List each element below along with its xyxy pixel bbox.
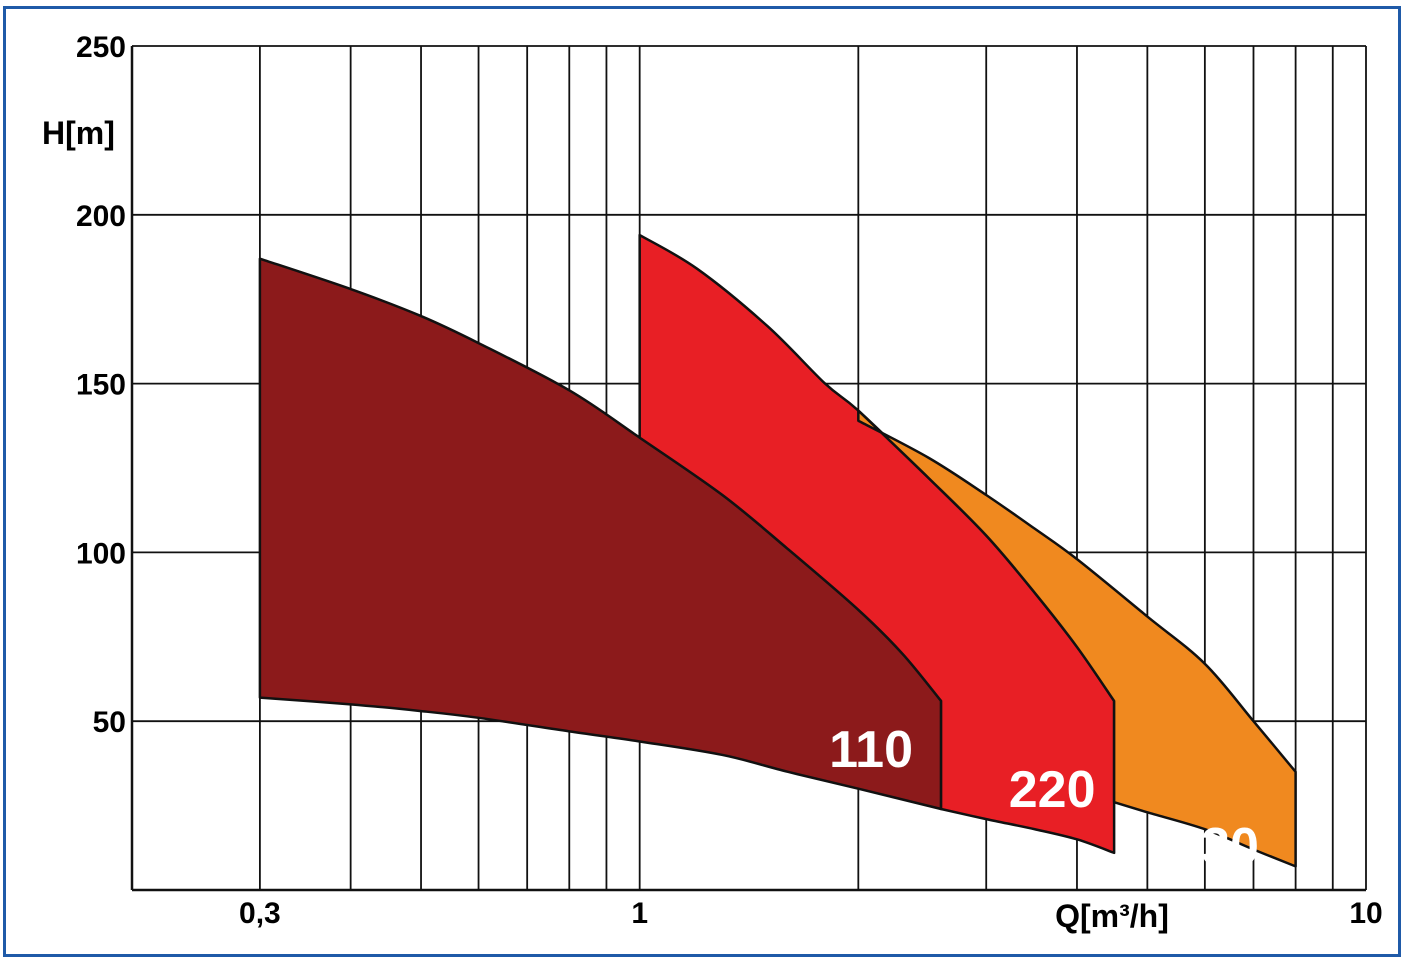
- x-tick-label: 10: [1349, 897, 1382, 930]
- y-tick-label: 200: [76, 200, 126, 233]
- x-tick-label: 1: [631, 897, 648, 930]
- region-330: [857, 409, 1297, 868]
- y-axis-label: H[m]: [42, 115, 115, 151]
- y-tick-label: 100: [76, 537, 126, 570]
- region-label-220: 220: [1009, 761, 1096, 819]
- performance-regions: 110 220 330: [258, 233, 1297, 876]
- y-tick-label: 50: [93, 706, 126, 739]
- y-tick-label: 250: [76, 31, 126, 64]
- region-label-110: 110: [829, 721, 913, 779]
- region-label-330: 330: [1172, 818, 1259, 876]
- y-tick-label: 150: [76, 369, 126, 402]
- x-axis-label: Q[m³/h]: [1055, 898, 1169, 934]
- x-tick-label: 0,3: [239, 897, 281, 930]
